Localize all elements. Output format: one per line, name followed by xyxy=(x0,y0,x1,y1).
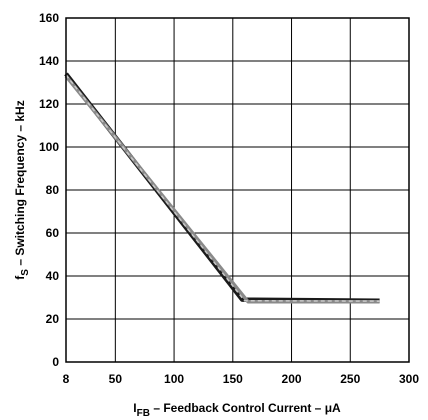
series-line xyxy=(65,74,380,302)
y-tick-label: 140 xyxy=(39,54,59,68)
x-tick-label: 250 xyxy=(340,372,360,386)
y-tick-label: 80 xyxy=(46,183,60,197)
series-layer xyxy=(64,72,380,304)
x-tick-label: 100 xyxy=(164,372,184,386)
x-tick-label: 50 xyxy=(109,372,123,386)
grid xyxy=(65,17,410,363)
series-line xyxy=(64,75,380,304)
x-tick-label: 200 xyxy=(282,372,302,386)
y-tick-label: 160 xyxy=(39,11,59,25)
x-tick-label: 8 xyxy=(63,372,70,386)
plot-frame xyxy=(65,17,410,363)
y-tick-label: 100 xyxy=(39,140,59,154)
x-tick-labels: 8 50 100 150 200 250 300 xyxy=(63,372,420,386)
y-tick-label: 120 xyxy=(39,97,59,111)
x-tick-label: 300 xyxy=(399,372,419,386)
y-tick-label: 60 xyxy=(46,226,60,240)
y-tick-labels: 0 20 40 60 80 100 120 140 160 xyxy=(39,11,59,369)
series-line xyxy=(64,72,380,303)
y-tick-label: 20 xyxy=(46,312,60,326)
y-tick-label: 0 xyxy=(52,355,59,369)
x-axis-label: IFB – Feedback Control Current – μA xyxy=(133,401,341,419)
y-tick-label: 40 xyxy=(46,269,60,283)
y-axis-label: fS – Switching Frequency – kHz xyxy=(13,100,31,279)
x-tick-label: 150 xyxy=(223,372,243,386)
